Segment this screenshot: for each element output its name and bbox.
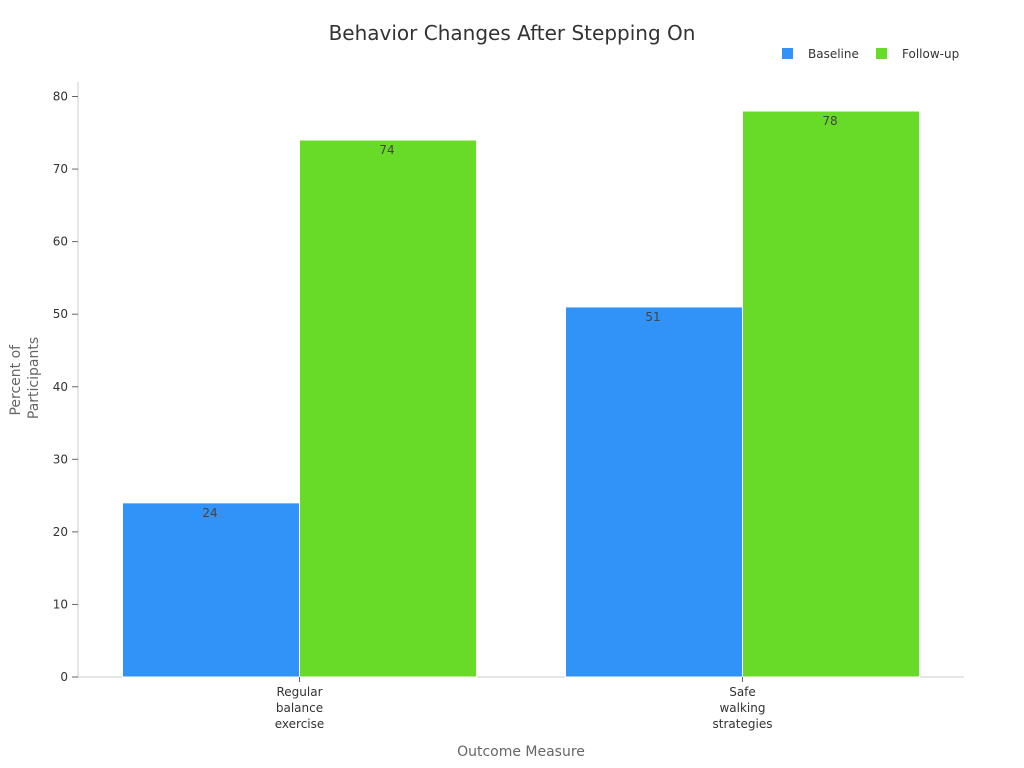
x-tick-label-line: Regular bbox=[276, 685, 322, 699]
y-axis-title-line-1: Percent of bbox=[8, 344, 24, 416]
x-tick-label-line: balance bbox=[276, 701, 323, 715]
y-tick-label: 80 bbox=[53, 90, 68, 104]
bar bbox=[565, 306, 743, 678]
legend-label-baseline: Baseline bbox=[808, 47, 859, 61]
y-axis-title-line-2: Participants bbox=[26, 337, 42, 419]
plot-area: 0 10 20 30 40 50 60 70 80 24 74 Regular balance exerc… bbox=[53, 82, 964, 731]
bar bbox=[742, 110, 920, 678]
bar bbox=[299, 139, 477, 678]
y-tick-label: 0 bbox=[60, 670, 68, 684]
y-tick-label: 40 bbox=[53, 380, 68, 394]
x-tick-label-line: Safe bbox=[729, 685, 756, 699]
y-tick-label: 50 bbox=[53, 307, 68, 321]
y-tick-label: 10 bbox=[53, 597, 68, 611]
legend-label-follow-up: Follow-up bbox=[902, 47, 959, 61]
legend-swatch-baseline bbox=[782, 48, 793, 59]
data-label: 24 bbox=[202, 506, 217, 520]
bar bbox=[122, 502, 300, 678]
data-label: 74 bbox=[379, 143, 394, 157]
legend: Baseline Follow-up bbox=[782, 47, 959, 61]
y-tick-label: 30 bbox=[53, 452, 68, 466]
chart-title: Behavior Changes After Stepping On bbox=[329, 21, 696, 45]
data-label: 78 bbox=[822, 114, 837, 128]
y-tick-label: 20 bbox=[53, 525, 68, 539]
x-tick-label-line: walking bbox=[719, 701, 765, 715]
x-tick-label-line: strategies bbox=[713, 717, 773, 731]
x-tick-label: Regular balance exercise bbox=[275, 685, 325, 731]
x-tick-label: Safe walking strategies bbox=[713, 685, 773, 731]
data-label: 51 bbox=[645, 310, 660, 324]
x-axis-title: Outcome Measure bbox=[457, 744, 585, 760]
y-axis-title: Percent of Participants bbox=[8, 337, 42, 419]
x-tick-label-line: exercise bbox=[275, 717, 325, 731]
y-tick-label: 70 bbox=[53, 162, 68, 176]
y-tick-label: 60 bbox=[53, 235, 68, 249]
legend-swatch-follow-up bbox=[876, 48, 887, 59]
